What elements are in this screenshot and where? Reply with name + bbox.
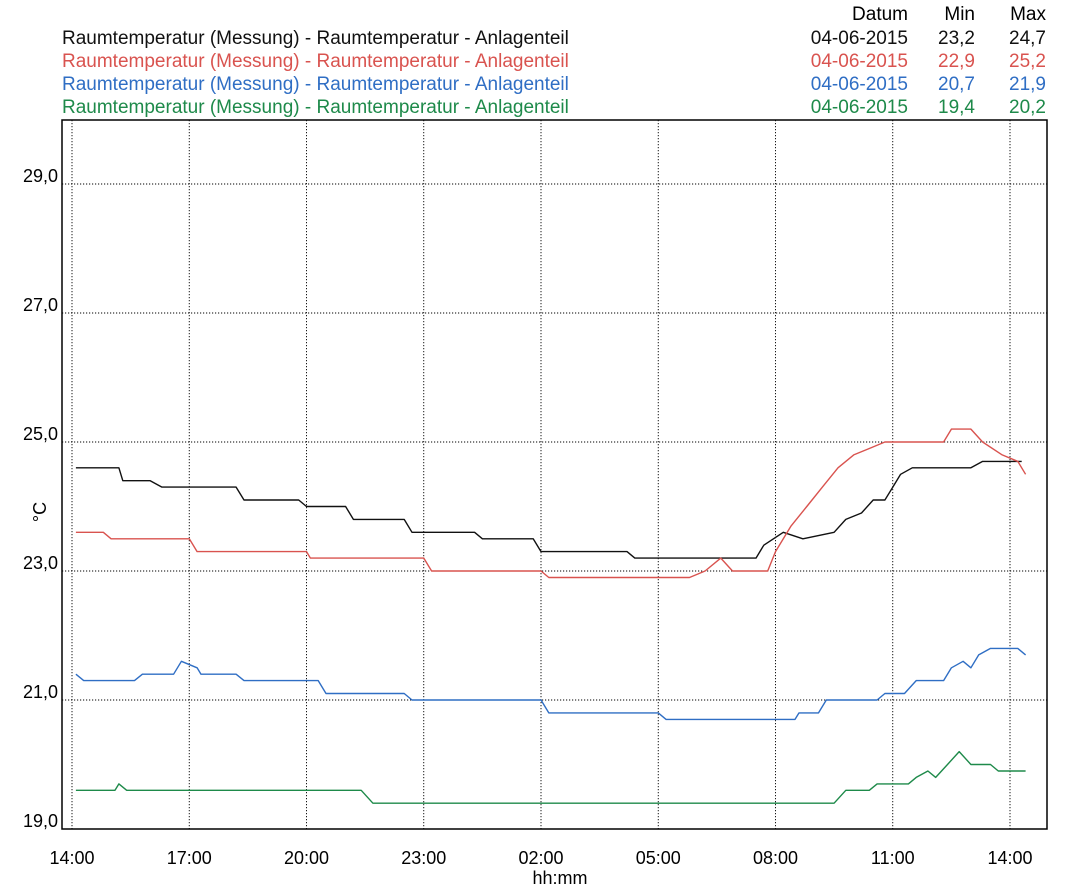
series-line-1 (75, 460, 1022, 559)
y-tick-label: 19,0 (23, 811, 58, 831)
legend-min: 19,4 (938, 97, 975, 118)
legend-rows: Raumtemperatur (Messung) - Raumtemperatu… (62, 28, 1046, 118)
legend-series-name: Raumtemperatur (Messung) - Raumtemperatu… (62, 28, 569, 49)
grid (62, 120, 1047, 829)
series-line-3 (75, 647, 1027, 721)
legend-series-name: Raumtemperatur (Messung) - Raumtemperatu… (62, 51, 569, 72)
y-tick-label: 25,0 (23, 424, 58, 444)
legend-datum: 04-06-2015 (811, 74, 908, 95)
x-tick-label: 23:00 (401, 848, 446, 868)
y-tick-labels: 19,0 21,0 23,0 25,0 27,0 29,0 (23, 166, 58, 831)
header-min: Min (944, 4, 975, 25)
legend-min: 20,7 (938, 74, 975, 95)
legend-min: 22,9 (938, 51, 975, 72)
x-tick-label: 17:00 (167, 848, 212, 868)
x-tick-label: 08:00 (753, 848, 798, 868)
x-tick-labels: 14:00 17:00 20:00 23:00 02:00 05:00 08:00 11:00… (49, 848, 1032, 868)
header-max: Max (1010, 4, 1046, 25)
plot-frame (61, 119, 1048, 830)
legend-series-name: Raumtemperatur (Messung) - Raumtemperatu… (62, 74, 569, 95)
x-tick-label: 11:00 (871, 848, 915, 868)
x-tick-label: 05:00 (636, 848, 681, 868)
y-tick-label: 27,0 (23, 295, 58, 315)
legend-min: 23,2 (938, 28, 975, 49)
legend-max: 24,7 (1009, 28, 1046, 49)
x-tick-label: 14:00 (49, 848, 94, 868)
x-axis-label: hh:mm (532, 868, 587, 888)
x-tick-label: 02:00 (518, 848, 563, 868)
header-datum: Datum (852, 4, 908, 25)
series-line-4 (75, 750, 1026, 804)
legend-datum: 04-06-2015 (811, 97, 908, 118)
legend-max: 25,2 (1009, 51, 1046, 72)
legend-series-name: Raumtemperatur (Messung) - Raumtemperatu… (62, 97, 569, 118)
y-tick-label: 29,0 (23, 166, 58, 186)
y-tick-label: 21,0 (23, 682, 58, 702)
legend-datum: 04-06-2015 (811, 28, 908, 49)
x-tick-label: 20:00 (284, 848, 329, 868)
legend-header: Datum Min Max (852, 4, 1046, 25)
y-axis-label: °C (30, 502, 50, 522)
x-tick-label: 14:00 (987, 848, 1032, 868)
series-line-2 (75, 428, 1027, 579)
legend-max: 20,2 (1009, 97, 1046, 118)
y-tick-label: 23,0 (23, 553, 58, 573)
series-lines (75, 428, 1027, 804)
legend-datum: 04-06-2015 (811, 51, 908, 72)
legend-max: 21,9 (1009, 74, 1046, 95)
